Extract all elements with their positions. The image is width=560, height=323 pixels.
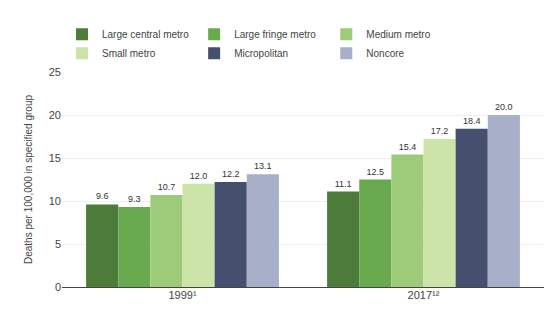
svg-text:9.3: 9.3 [128, 194, 141, 204]
svg-text:12.5: 12.5 [367, 167, 385, 177]
svg-text:Medium metro: Medium metro [366, 29, 430, 40]
svg-text:13.1: 13.1 [254, 161, 272, 171]
svg-text:0: 0 [55, 281, 61, 293]
svg-text:17.2: 17.2 [431, 126, 449, 136]
svg-text:15: 15 [49, 152, 61, 164]
svg-text:2017¹²: 2017¹² [408, 289, 440, 301]
svg-text:10: 10 [49, 195, 61, 207]
svg-text:15.4: 15.4 [399, 142, 417, 152]
svg-text:Large central metro: Large central metro [102, 29, 189, 40]
svg-text:20: 20 [49, 109, 61, 121]
svg-text:9.6: 9.6 [96, 191, 109, 201]
svg-text:25: 25 [49, 66, 61, 78]
svg-text:10.7: 10.7 [158, 182, 176, 192]
svg-text:Small metro: Small metro [102, 48, 156, 59]
svg-text:Noncore: Noncore [366, 48, 404, 59]
svg-text:Deaths per 100,000 in specifie: Deaths per 100,000 in specified group [23, 95, 34, 264]
svg-text:18.4: 18.4 [463, 116, 481, 126]
svg-text:Micropolitan: Micropolitan [234, 48, 288, 59]
svg-text:12.0: 12.0 [190, 171, 208, 181]
svg-text:11.1: 11.1 [335, 179, 352, 189]
svg-text:20.0: 20.0 [495, 102, 513, 112]
svg-text:5: 5 [55, 238, 61, 250]
svg-text:Large fringe metro: Large fringe metro [234, 29, 316, 40]
svg-text:12.2: 12.2 [222, 169, 240, 179]
svg-text:1999¹: 1999¹ [168, 289, 196, 301]
